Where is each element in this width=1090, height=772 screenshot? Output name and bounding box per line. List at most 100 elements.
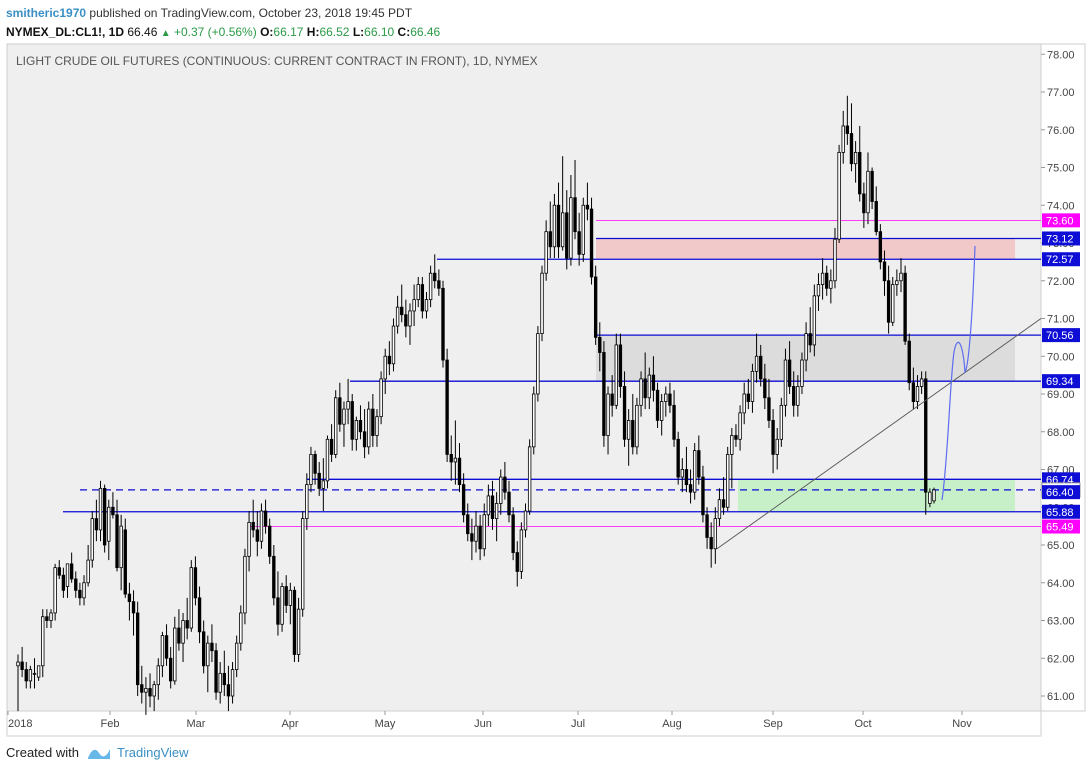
candle <box>222 650 226 696</box>
candle-body <box>746 393 751 402</box>
candle-body <box>193 567 198 599</box>
candle-body <box>387 355 392 365</box>
candle-body <box>148 688 152 697</box>
candle <box>201 620 206 674</box>
candle-body <box>519 529 524 572</box>
price-chart[interactable]: LIGHT CRUDE OIL FUTURES (CONTINUOUS: CUR… <box>0 0 1090 745</box>
candle-body <box>717 499 722 519</box>
time-axis[interactable] <box>6 710 1042 737</box>
candle <box>375 409 379 447</box>
candle-body <box>164 635 169 659</box>
candle <box>235 635 239 678</box>
x-tick-label: Sep <box>763 718 783 730</box>
candle-body <box>730 435 734 455</box>
candle <box>230 662 235 704</box>
candle-body <box>20 661 24 670</box>
candle <box>420 276 425 319</box>
candle-body <box>379 378 383 418</box>
y-tick-label: 69.00 <box>1047 389 1075 401</box>
candle-body <box>767 397 771 421</box>
candle <box>589 197 594 285</box>
candle-body <box>181 620 185 644</box>
candle <box>478 514 482 561</box>
candle <box>65 563 70 598</box>
candle-body <box>796 386 800 406</box>
candle-body <box>115 514 119 569</box>
candle <box>160 631 165 678</box>
x-tick-label: Mar <box>187 718 206 730</box>
candle-body <box>342 408 346 425</box>
levels <box>63 219 1041 527</box>
x-tick-label: Feb <box>101 718 120 730</box>
candle <box>812 284 817 357</box>
candle-body <box>651 374 656 391</box>
open-value: 66.17 <box>273 25 304 39</box>
x-tick-label: Aug <box>662 718 682 730</box>
x-tick-label: Jul <box>571 718 585 730</box>
candle-body <box>738 412 742 440</box>
price-label-text: 66.40 <box>1046 487 1074 499</box>
candle <box>119 514 123 591</box>
candle-body <box>383 355 387 380</box>
candle <box>651 356 656 402</box>
candle-body <box>280 586 284 625</box>
candle-body <box>36 665 41 678</box>
candle <box>98 480 103 542</box>
candle-body <box>189 567 193 629</box>
candle <box>734 424 738 447</box>
candle-body <box>24 669 28 682</box>
candle-body <box>470 533 474 542</box>
x-tick-label: May <box>375 718 396 730</box>
price-label-bg <box>1042 504 1080 519</box>
candle <box>358 405 363 440</box>
candle-body <box>16 661 20 667</box>
symbol-name[interactable]: NYMEX_DL:CL1!, 1D <box>6 25 125 39</box>
candle <box>503 461 507 500</box>
y-tick-label: 68.00 <box>1047 427 1075 439</box>
candle-body <box>911 382 916 402</box>
candle <box>924 371 928 515</box>
candle-body <box>903 272 907 342</box>
price-label-text: 69.34 <box>1046 376 1074 388</box>
candle <box>127 582 132 621</box>
candle-body <box>849 133 854 165</box>
candle <box>428 265 433 308</box>
candle <box>573 159 577 240</box>
candle-body <box>659 401 664 421</box>
author-link[interactable]: smitheric1970 <box>6 6 87 20</box>
candle-body <box>825 272 829 289</box>
candle <box>511 507 515 561</box>
candle-body <box>127 593 132 603</box>
candle <box>705 507 709 549</box>
candle-body <box>123 529 127 595</box>
candle-body <box>705 514 709 538</box>
candle-body <box>841 125 845 153</box>
candle-body <box>94 518 99 531</box>
candle-body <box>222 672 226 686</box>
candle-body <box>156 665 160 686</box>
tradingview-logo-icon[interactable] <box>87 746 111 760</box>
tradingview-link[interactable]: TradingView <box>116 745 189 760</box>
candle <box>239 605 243 651</box>
price-label-text: 65.49 <box>1046 522 1074 534</box>
candle-body <box>721 499 726 508</box>
candle <box>858 125 862 202</box>
y-tick-label: 65.00 <box>1047 540 1075 552</box>
candle <box>655 382 660 428</box>
candle-body <box>45 616 49 621</box>
candle-body <box>511 514 515 553</box>
candle-body <box>499 476 503 504</box>
candle <box>494 492 499 542</box>
candle <box>32 658 37 689</box>
candle <box>622 371 627 447</box>
candle <box>69 552 74 583</box>
candle <box>49 609 53 629</box>
candle <box>490 480 495 530</box>
candle-body <box>173 627 177 682</box>
candle <box>123 518 127 598</box>
candle-body <box>672 404 676 440</box>
candle <box>775 427 779 470</box>
candle <box>726 446 730 512</box>
price-label-bg <box>1042 252 1080 267</box>
candle-body <box>655 389 660 421</box>
